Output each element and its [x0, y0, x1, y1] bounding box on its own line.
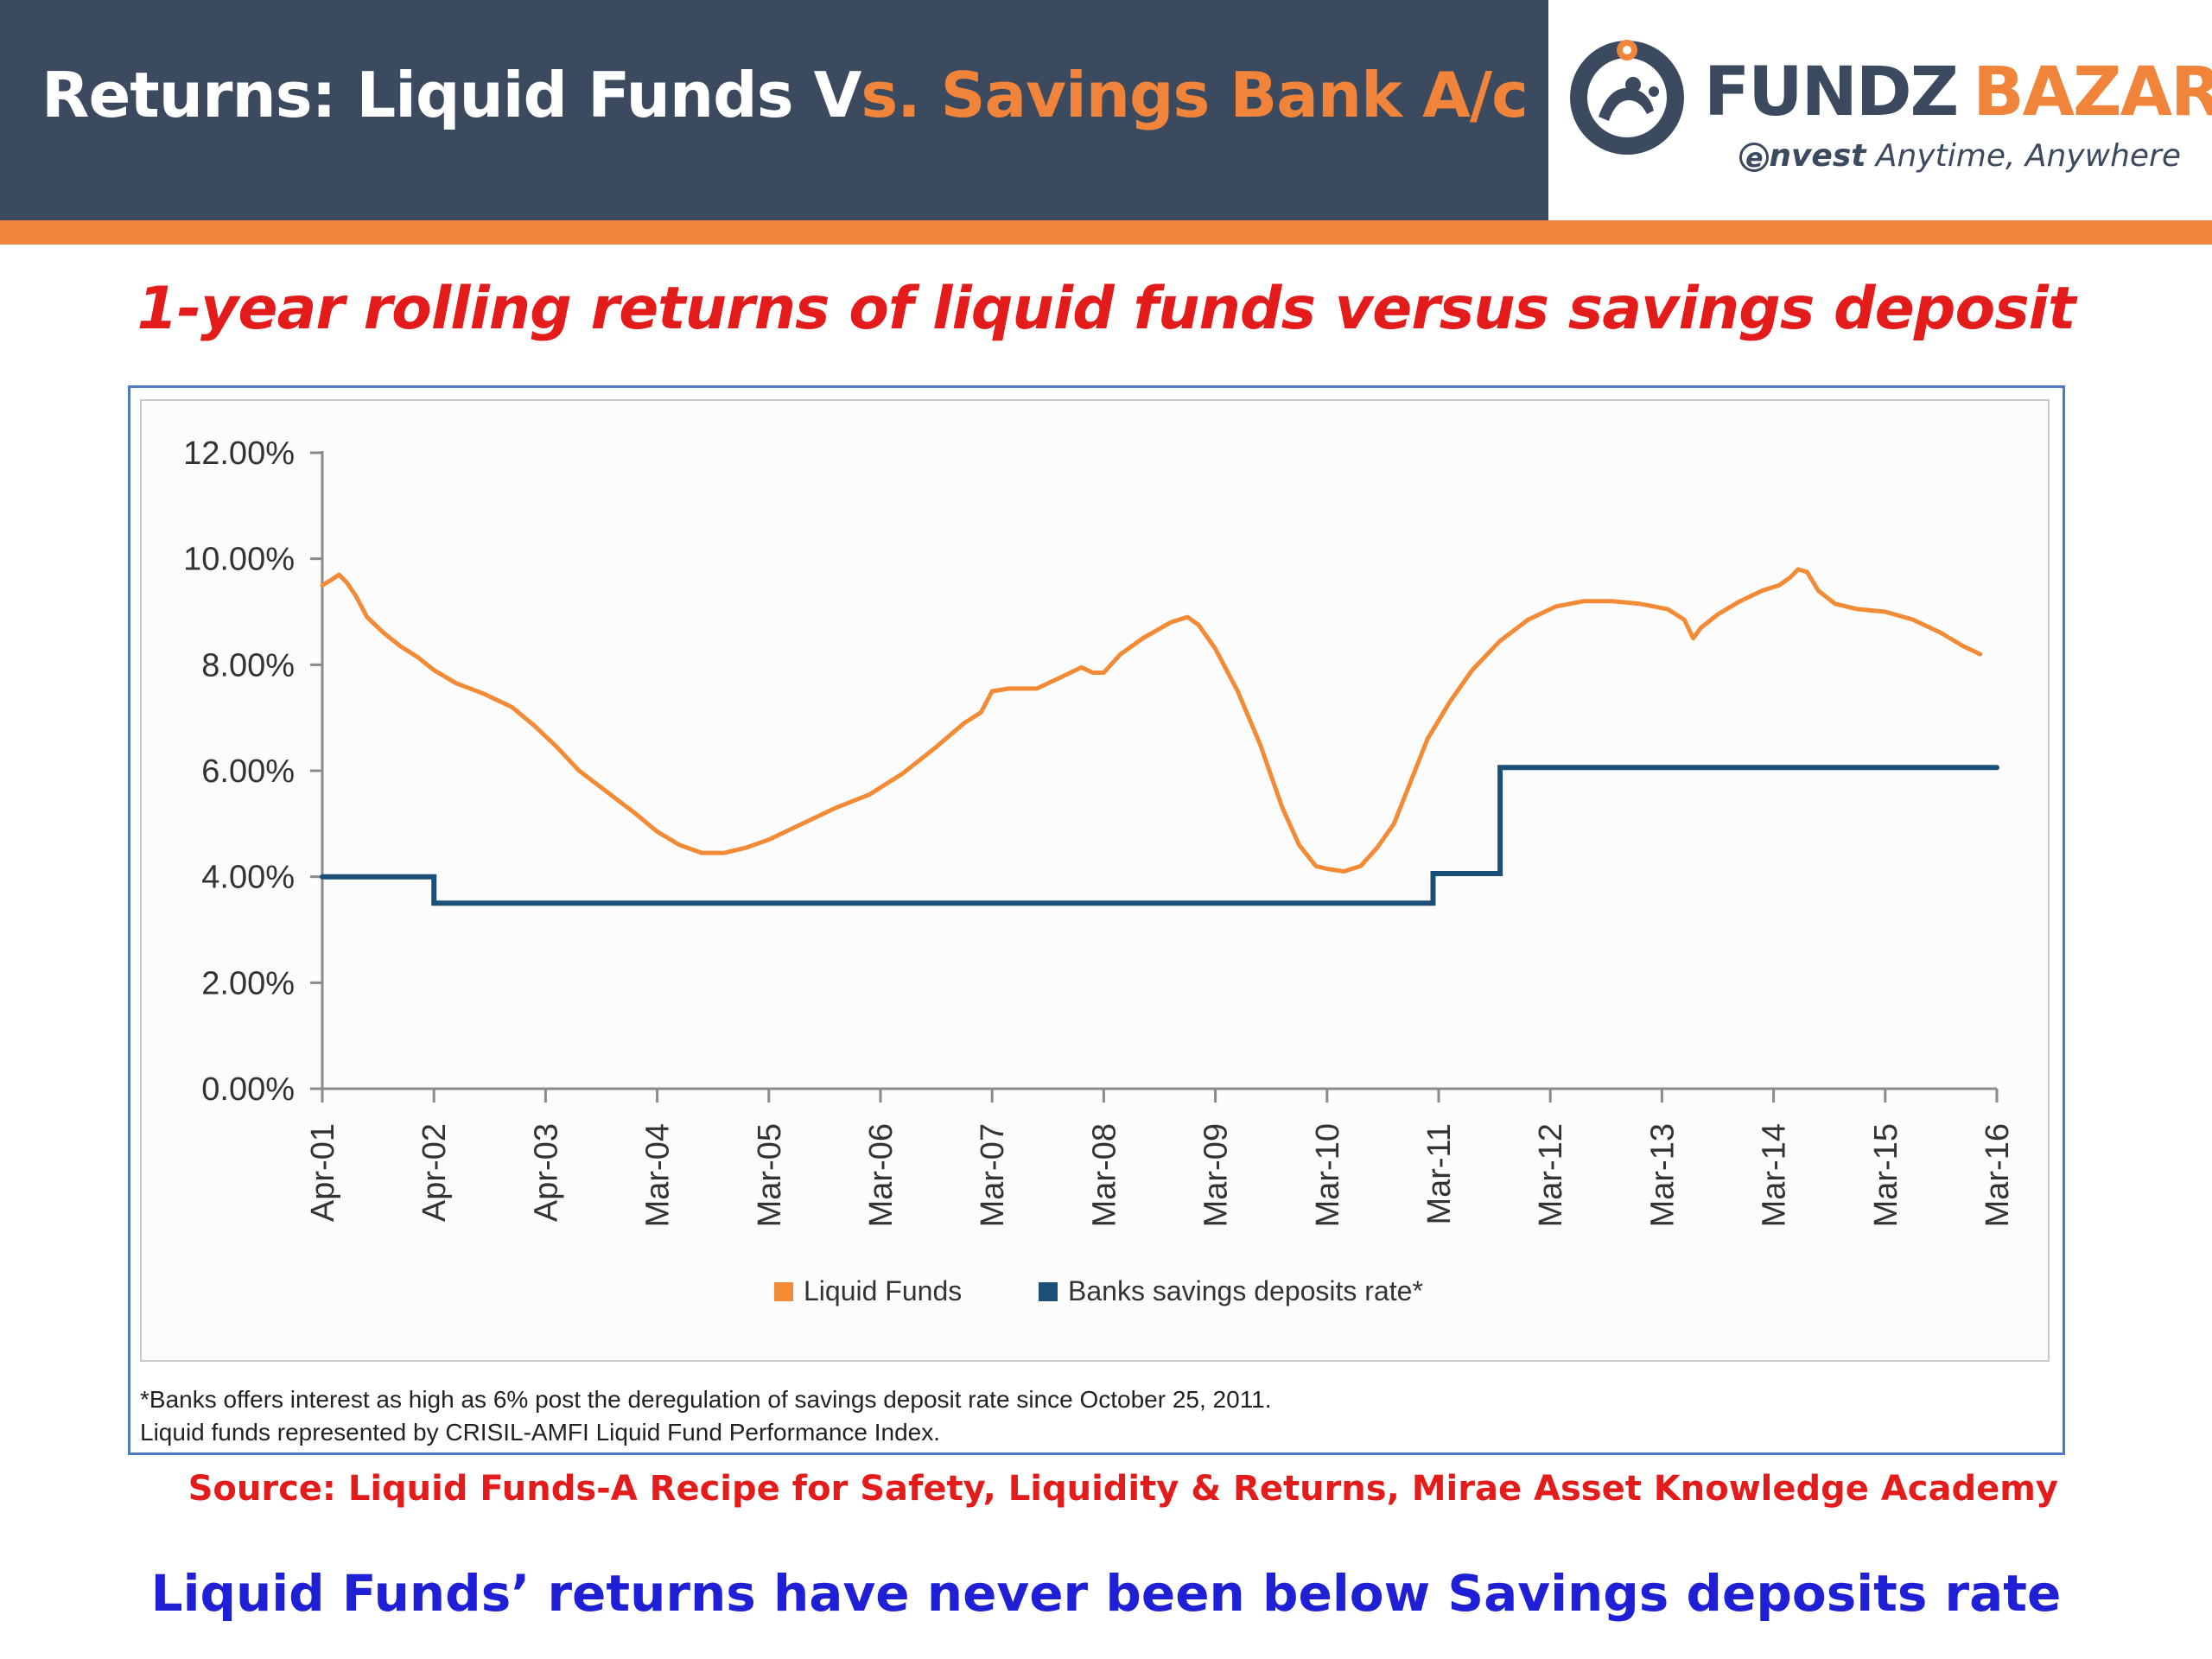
orange-divider	[0, 220, 2212, 245]
footnote-line-1: *Banks offers interest as high as 6% pos…	[140, 1386, 1272, 1413]
x-tick-label: Mar-04	[640, 1123, 677, 1227]
envest-e-icon: e	[1739, 143, 1770, 173]
x-tick-label: Mar-09	[1198, 1123, 1235, 1227]
legend-swatch	[1039, 1282, 1058, 1301]
x-tick-label: Mar-15	[1868, 1123, 1904, 1227]
x-tick-label: Mar-07	[975, 1123, 1011, 1227]
savings-rate-line	[320, 765, 1999, 906]
title-band: Returns: Liquid Funds Vs. Savings Bank A…	[0, 0, 1548, 220]
tagline-rest: Anytime, Anywhere	[1866, 138, 2181, 174]
chart-plot-frame	[140, 399, 2050, 1362]
y-tick-label: 0.00%	[201, 1071, 295, 1108]
x-tick-label: Mar-08	[1086, 1123, 1122, 1227]
x-tick-label: Mar-12	[1533, 1123, 1569, 1227]
x-tick-label: Mar-11	[1421, 1123, 1458, 1225]
brand-tagline: e nvest Anytime, Anywhere	[1739, 138, 2181, 174]
x-tick-label: Mar-14	[1757, 1123, 1793, 1227]
brand-part1: FUNDZ	[1704, 54, 1959, 131]
tagline-envest: nvest	[1769, 138, 1866, 174]
y-tick-label: 8.00%	[201, 647, 295, 683]
legend-swatch	[774, 1282, 793, 1301]
brand-part2: BAZAR	[1973, 54, 2212, 131]
y-tick-label: 2.00%	[201, 965, 295, 1001]
slide-title-part1: Returns: Liquid Funds V	[41, 59, 861, 131]
legend-label: Liquid Funds	[804, 1275, 962, 1306]
x-tick-label: Mar-05	[752, 1123, 788, 1227]
y-tick-label: 4.00%	[201, 860, 295, 896]
x-tick-label: Mar-16	[1980, 1123, 2016, 1227]
liquid-funds-line	[320, 567, 1983, 874]
conclusion-text: Liquid Funds’ returns have never been be…	[150, 1564, 2062, 1623]
slide-title: Returns: Liquid Funds Vs. Savings Bank A…	[41, 59, 1529, 131]
x-tick-label: Apr-01	[305, 1123, 341, 1222]
x-tick-label: Mar-06	[863, 1123, 899, 1227]
y-tick-label: 6.00%	[201, 753, 295, 790]
fundzbazar-logo-icon	[1570, 40, 1684, 155]
footnote-line-2: Liquid funds represented by CRISIL-AMFI …	[140, 1419, 941, 1446]
x-tick-label: Mar-10	[1310, 1123, 1346, 1227]
brand-name: FUNDZ BAZAR	[1704, 54, 2212, 131]
x-tick-label: Apr-03	[528, 1123, 564, 1222]
chart-heading: 1-year rolling returns of liquid funds v…	[137, 275, 2076, 343]
slide-title-part2: s. Savings Bank A/c	[861, 59, 1528, 131]
x-tick-label: Mar-13	[1644, 1123, 1681, 1227]
legend-label: Banks savings deposits rate*	[1068, 1275, 1423, 1306]
y-tick-label: 12.00%	[183, 435, 295, 472]
y-tick-label: 10.00%	[183, 542, 295, 578]
source-citation: Source: Liquid Funds-A Recipe for Safety…	[188, 1469, 2058, 1509]
x-tick-label: Apr-02	[416, 1123, 453, 1222]
slide-header: Returns: Liquid Funds Vs. Savings Bank A…	[0, 0, 2212, 220]
brand-logo: FUNDZ BAZAR e nvest Anytime, Anywhere	[1548, 0, 2212, 220]
